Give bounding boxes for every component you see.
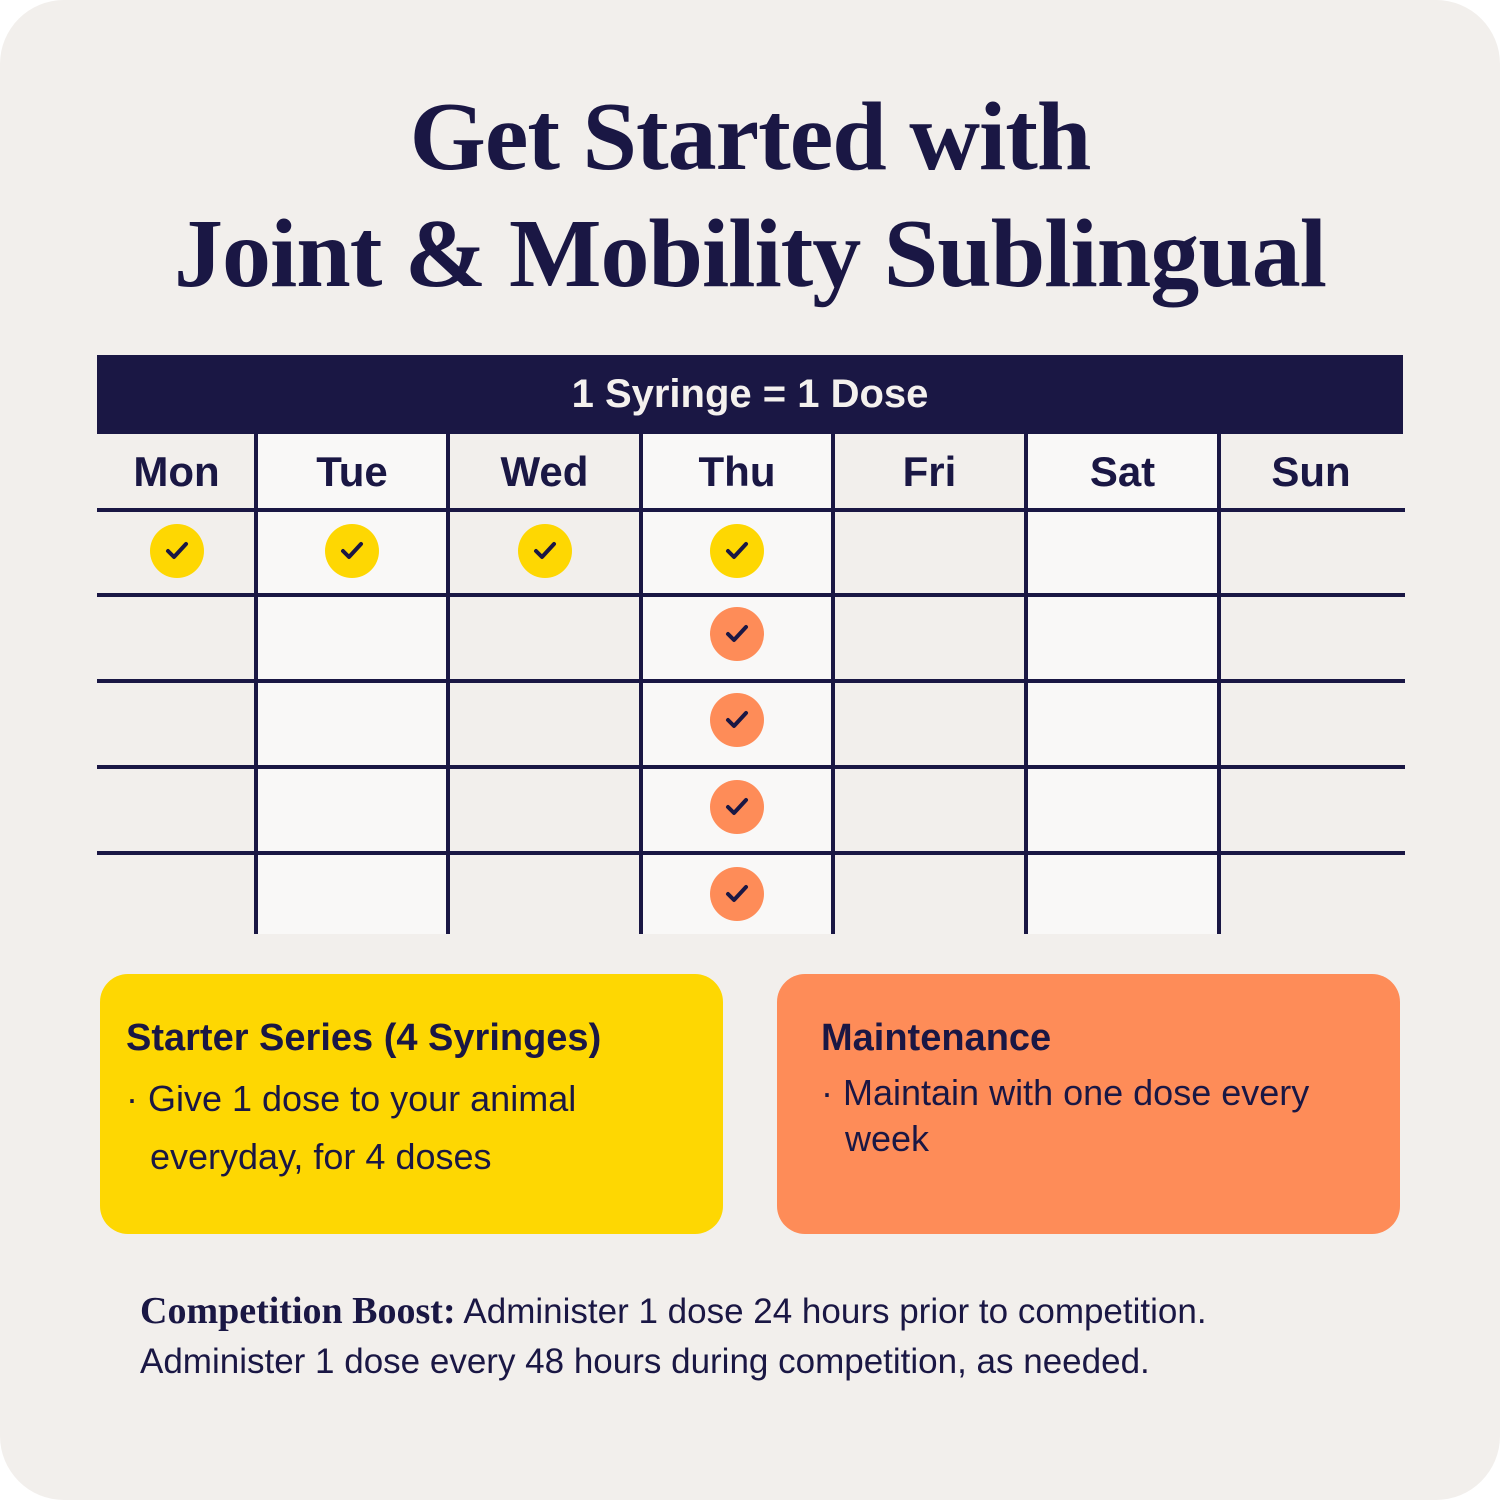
column-divider bbox=[1024, 434, 1028, 934]
check-icon bbox=[165, 542, 188, 559]
check-icon bbox=[726, 798, 748, 815]
day-header-sat: Sat bbox=[1089, 448, 1156, 495]
competition-boost: Competition Boost: Administer 1 dose 24 … bbox=[140, 1286, 1320, 1387]
day-header-mon: Mon bbox=[133, 448, 220, 495]
column-divider bbox=[1217, 434, 1221, 934]
row-divider bbox=[97, 851, 1405, 855]
check-icon bbox=[726, 625, 748, 642]
dose-check-mon-1 bbox=[149, 524, 204, 578]
dose-check-thu-2 bbox=[710, 607, 764, 661]
dose-check-wed-1 bbox=[517, 524, 572, 578]
maintenance-bullet: · Maintain with one dose every week bbox=[821, 1071, 1310, 1159]
row-divider bbox=[97, 679, 1405, 683]
check-icon bbox=[533, 542, 556, 559]
day-header-wed: Wed bbox=[500, 448, 589, 495]
column-divider bbox=[254, 434, 258, 934]
day-header-tue: Tue bbox=[316, 448, 388, 495]
dose-check-tue-1 bbox=[325, 524, 379, 578]
day-header-fri: Fri bbox=[902, 448, 957, 495]
title-line-2: Joint & Mobility Sublingual bbox=[173, 200, 1327, 308]
dose-check-thu-3 bbox=[710, 693, 764, 747]
check-icon bbox=[726, 542, 748, 559]
boost-text: Administer 1 dose 24 hours prior to comp… bbox=[140, 1292, 1207, 1381]
starter-series-box: Starter Series (4 Syringes) · Give 1 dos… bbox=[100, 974, 723, 1234]
maintenance-heading: Maintenance bbox=[821, 1017, 1052, 1059]
day-header-thu: Thu bbox=[698, 448, 776, 495]
row-divider bbox=[97, 765, 1405, 769]
check-icon bbox=[726, 711, 748, 728]
column-background bbox=[641, 434, 833, 934]
starter-heading: Starter Series (4 Syringes) bbox=[126, 1017, 602, 1059]
row-divider bbox=[97, 593, 1405, 597]
check-icon bbox=[341, 542, 363, 559]
dose-check-thu-1 bbox=[710, 524, 764, 578]
dose-check-thu-4 bbox=[710, 780, 764, 834]
row-divider bbox=[97, 508, 1405, 512]
column-divider bbox=[639, 434, 643, 934]
dose-check-thu-5 bbox=[710, 867, 764, 921]
maintenance-box: Maintenance · Maintain with one dose eve… bbox=[777, 974, 1400, 1234]
schedule-banner: 1 Syringe = 1 Dose bbox=[97, 355, 1403, 434]
column-background bbox=[1026, 434, 1219, 934]
column-divider bbox=[831, 434, 835, 934]
column-divider bbox=[446, 434, 450, 934]
check-icon bbox=[726, 885, 748, 902]
day-header-sun: Sun bbox=[1271, 448, 1351, 495]
title-line-1: Get Started with bbox=[409, 83, 1092, 191]
boost-label: Competition Boost: bbox=[140, 1290, 456, 1332]
starter-bullet: · Give 1 dose to your animal everyday, f… bbox=[126, 1077, 577, 1177]
column-background bbox=[256, 434, 448, 934]
